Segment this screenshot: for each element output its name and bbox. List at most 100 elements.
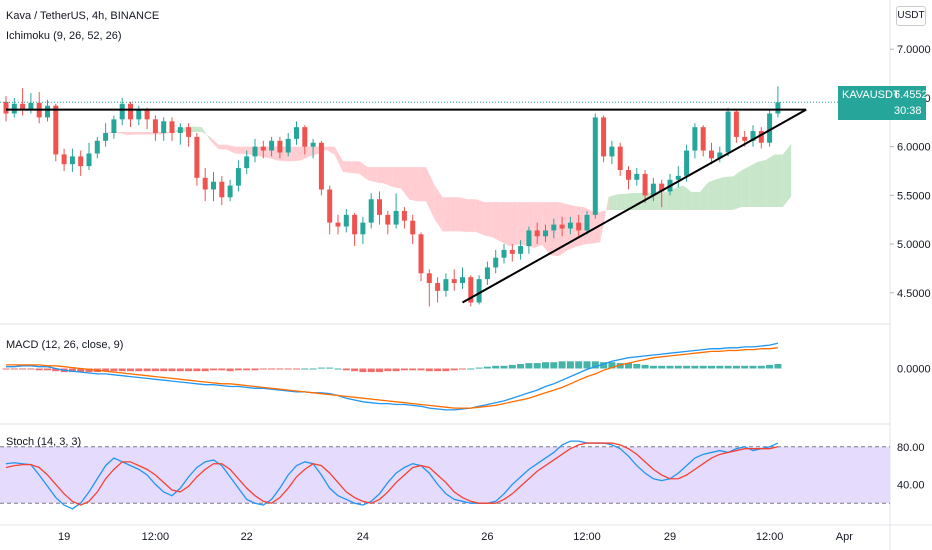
cloud-segment bbox=[384, 167, 393, 188]
cloud-segment bbox=[342, 161, 352, 173]
candle-down bbox=[20, 103, 26, 110]
macd-histogram-bar bbox=[27, 368, 35, 370]
macd-histogram-bar bbox=[351, 368, 359, 372]
cloud-segment bbox=[401, 167, 410, 200]
macd-histogram-bar bbox=[251, 368, 259, 371]
candle-up bbox=[567, 222, 573, 229]
candle-up bbox=[584, 214, 590, 231]
macd-histogram-bar bbox=[442, 368, 450, 372]
cloud-segment bbox=[102, 132, 111, 134]
cloud-segment bbox=[533, 202, 543, 248]
candle-up bbox=[294, 127, 299, 139]
macd-histogram-bar bbox=[724, 365, 732, 369]
macd-histogram-bar bbox=[234, 368, 242, 371]
macd-histogram-bar bbox=[85, 368, 93, 373]
macd-histogram-bar bbox=[558, 361, 566, 369]
macd-histogram-bar bbox=[110, 368, 118, 372]
macd-histogram-bar bbox=[201, 368, 209, 372]
candle-down bbox=[260, 146, 266, 151]
currency-button[interactable]: USDT bbox=[896, 6, 926, 26]
macd-histogram-bar bbox=[376, 368, 383, 373]
macd-histogram-bar bbox=[583, 361, 591, 369]
candle-up bbox=[310, 142, 316, 147]
candle-down bbox=[559, 224, 565, 229]
cloud-segment bbox=[683, 185, 692, 210]
cloud-segment bbox=[425, 167, 435, 219]
cloud-segment bbox=[44, 104, 53, 106]
macd-histogram-bar bbox=[384, 368, 392, 372]
ichimoku-cloud bbox=[27, 104, 792, 257]
stoch-layer bbox=[0, 440, 890, 510]
macd-tick-label: 0.0000 bbox=[897, 364, 931, 376]
cloud-segment bbox=[542, 202, 551, 256]
candle-up bbox=[609, 146, 615, 157]
candle-down bbox=[327, 189, 333, 223]
macd-histogram-bar bbox=[168, 368, 176, 372]
candle-up bbox=[443, 279, 449, 291]
candle-down bbox=[733, 111, 739, 137]
macd-legend: MACD (12, 26, close, 9) bbox=[6, 339, 124, 351]
cloud-segment bbox=[243, 146, 252, 155]
candle-down bbox=[152, 119, 158, 134]
time-tick-label: 26 bbox=[481, 531, 493, 543]
candle-down bbox=[194, 136, 200, 178]
cloud-segment bbox=[351, 161, 360, 174]
macd-histogram-bar bbox=[708, 365, 715, 369]
cloud-segment bbox=[558, 202, 568, 257]
candle-down bbox=[352, 214, 358, 235]
macd-histogram-bar bbox=[591, 361, 599, 369]
macd-histogram-bar bbox=[293, 368, 300, 370]
candle-up bbox=[717, 152, 723, 159]
candle-down bbox=[742, 136, 748, 141]
candle-down bbox=[186, 127, 192, 137]
candle-up bbox=[543, 230, 548, 237]
cloud-segment bbox=[168, 130, 177, 134]
cloud-segment bbox=[674, 185, 684, 210]
candle-up bbox=[360, 222, 366, 235]
cloud-segment bbox=[641, 192, 651, 210]
cloud-segment bbox=[757, 159, 767, 208]
macd-histogram-bar bbox=[483, 366, 491, 369]
candle-up bbox=[634, 173, 640, 180]
candle-down bbox=[202, 177, 208, 190]
time-tick-label: 22 bbox=[241, 531, 253, 543]
price-tick-label: 4.5000 bbox=[897, 288, 931, 300]
macd-histogram-bar bbox=[301, 368, 309, 370]
macd-histogram-bar bbox=[757, 365, 765, 369]
cloud-segment bbox=[69, 124, 78, 130]
macd-histogram-bar bbox=[342, 368, 350, 371]
macd-histogram-bar bbox=[135, 368, 143, 372]
cloud-segment bbox=[459, 197, 468, 232]
macd-histogram-bar bbox=[600, 362, 608, 369]
macd-histogram-bar bbox=[359, 368, 367, 373]
macd-histogram-bar bbox=[699, 365, 707, 369]
cloud-segment bbox=[301, 146, 310, 161]
macd-histogram-bar bbox=[176, 368, 184, 372]
stoch-legend: Stoch (14, 3, 3) bbox=[6, 436, 82, 448]
candle-up bbox=[725, 111, 731, 153]
candle-down bbox=[468, 277, 474, 303]
axis-layer: 7.00006.50006.00005.50005.00004.50000.00… bbox=[58, 44, 931, 543]
candle-up bbox=[368, 199, 374, 223]
cloud-segment bbox=[658, 191, 667, 210]
cloud-segment bbox=[766, 154, 775, 208]
candle-down bbox=[601, 117, 607, 157]
support-trendline bbox=[462, 108, 807, 304]
candle-down bbox=[61, 154, 67, 165]
macd-histogram-bar bbox=[317, 367, 325, 369]
macd-histogram-bar bbox=[492, 365, 500, 369]
cloud-segment bbox=[517, 202, 526, 246]
macd-histogram-bar bbox=[533, 363, 541, 369]
candle-up bbox=[767, 113, 773, 143]
candle-up bbox=[211, 181, 216, 190]
candle-up bbox=[775, 102, 781, 114]
candle-up bbox=[675, 175, 681, 180]
macd-histogram-bar bbox=[326, 367, 334, 369]
candle-up bbox=[393, 210, 399, 225]
time-tick-label: 12:00 bbox=[142, 531, 170, 543]
macd-histogram-bar bbox=[367, 368, 375, 373]
cloud-segment bbox=[724, 176, 734, 210]
macd-histogram-bar bbox=[459, 368, 466, 370]
cloud-segment bbox=[600, 196, 609, 243]
